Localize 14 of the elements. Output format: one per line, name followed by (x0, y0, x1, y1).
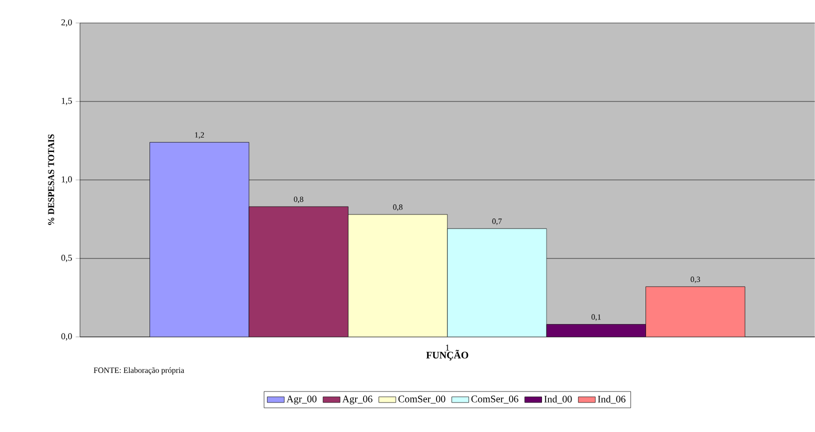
legend-label: Agr_00 (286, 396, 316, 404)
x-axis-title: FUNÇÃO (426, 350, 468, 360)
y-tick-label: 1,0 (62, 176, 72, 184)
legend-label: Agr_06 (342, 396, 372, 404)
legend-label: Ind_06 (598, 396, 626, 404)
y-tick-label: 0,0 (61, 333, 72, 341)
legend-label: Ind_00 (544, 396, 572, 404)
y-tick-label: 1,5 (62, 98, 72, 106)
legend-label: ComSer_06 (471, 396, 518, 404)
x-tick-label: 1 (446, 344, 450, 351)
y-axis-title: % DESPESAS TOTAIS (48, 134, 54, 226)
y-tick-label: 0,5 (61, 254, 72, 262)
legend-label: ComSer_00 (398, 396, 446, 404)
y-tick-label: 2,0 (61, 19, 72, 27)
